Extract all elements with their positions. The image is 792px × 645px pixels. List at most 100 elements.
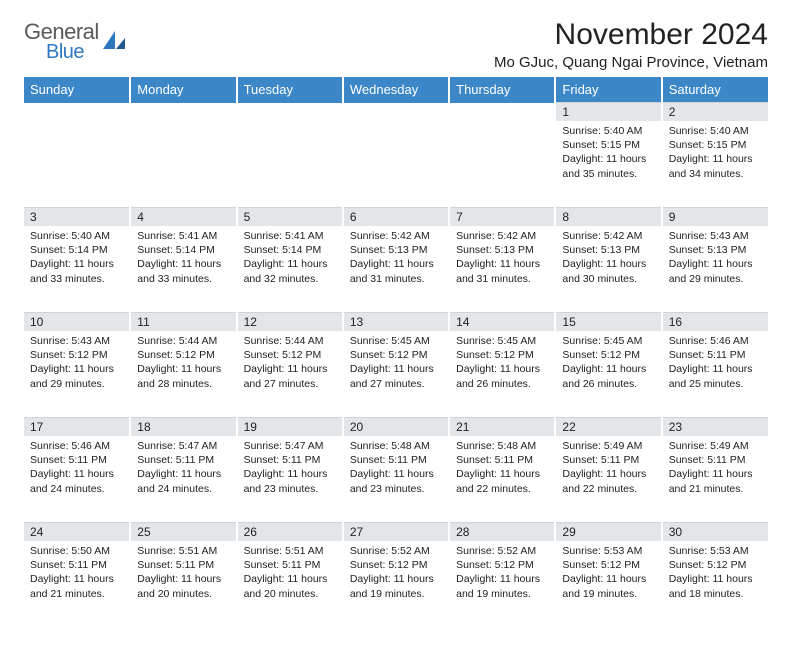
day-number: 16	[662, 313, 768, 332]
day-number: 17	[24, 418, 130, 437]
day-cell	[343, 121, 449, 208]
sunrise-text: Sunrise: 5:45 AM	[456, 334, 548, 348]
weekday-header: Tuesday	[237, 77, 343, 103]
sunset-text: Sunset: 5:13 PM	[350, 243, 442, 257]
logo-text: General Blue	[24, 22, 99, 62]
day-number: 10	[24, 313, 130, 332]
day-cell: Sunrise: 5:43 AMSunset: 5:13 PMDaylight:…	[662, 226, 768, 313]
sunrise-text: Sunrise: 5:40 AM	[562, 124, 654, 138]
day-cell: Sunrise: 5:53 AMSunset: 5:12 PMDaylight:…	[662, 541, 768, 627]
daylight-text: Daylight: 11 hours and 26 minutes.	[456, 362, 548, 390]
sunset-text: Sunset: 5:12 PM	[244, 348, 336, 362]
daylight-text: Daylight: 11 hours and 22 minutes.	[562, 467, 654, 495]
day-cell: Sunrise: 5:51 AMSunset: 5:11 PMDaylight:…	[237, 541, 343, 627]
daynum-row: 3456789	[24, 208, 768, 227]
sunset-text: Sunset: 5:13 PM	[669, 243, 762, 257]
day-cell: Sunrise: 5:49 AMSunset: 5:11 PMDaylight:…	[555, 436, 661, 523]
sunrise-text: Sunrise: 5:50 AM	[30, 544, 123, 558]
sunset-text: Sunset: 5:11 PM	[669, 453, 762, 467]
day-cell: Sunrise: 5:47 AMSunset: 5:11 PMDaylight:…	[237, 436, 343, 523]
weekday-header: Thursday	[449, 77, 555, 103]
day-cell: Sunrise: 5:40 AMSunset: 5:15 PMDaylight:…	[555, 121, 661, 208]
logo-blue-text: Blue	[46, 43, 84, 62]
weekday-header: Wednesday	[343, 77, 449, 103]
weekday-header: Monday	[130, 77, 236, 103]
sunrise-text: Sunrise: 5:48 AM	[350, 439, 442, 453]
sunset-text: Sunset: 5:11 PM	[137, 558, 229, 572]
sunset-text: Sunset: 5:11 PM	[562, 453, 654, 467]
day-cell: Sunrise: 5:45 AMSunset: 5:12 PMDaylight:…	[449, 331, 555, 418]
day-cell: Sunrise: 5:47 AMSunset: 5:11 PMDaylight:…	[130, 436, 236, 523]
sunset-text: Sunset: 5:12 PM	[669, 558, 762, 572]
daylight-text: Daylight: 11 hours and 33 minutes.	[30, 257, 123, 285]
day-number: 24	[24, 523, 130, 542]
sunset-text: Sunset: 5:14 PM	[244, 243, 336, 257]
daylight-text: Daylight: 11 hours and 28 minutes.	[137, 362, 229, 390]
sunset-text: Sunset: 5:11 PM	[350, 453, 442, 467]
location-text: Mo GJuc, Quang Ngai Province, Vietnam	[494, 54, 768, 71]
sunset-text: Sunset: 5:15 PM	[669, 138, 762, 152]
daynum-row: 10111213141516	[24, 313, 768, 332]
sunset-text: Sunset: 5:11 PM	[669, 348, 762, 362]
day-number: 15	[555, 313, 661, 332]
day-number: 13	[343, 313, 449, 332]
day-cell: Sunrise: 5:40 AMSunset: 5:14 PMDaylight:…	[24, 226, 130, 313]
daylight-text: Daylight: 11 hours and 24 minutes.	[137, 467, 229, 495]
day-number: 20	[343, 418, 449, 437]
month-title: November 2024	[494, 18, 768, 52]
weekday-header: Friday	[555, 77, 661, 103]
day-cell	[237, 121, 343, 208]
day-cell: Sunrise: 5:51 AMSunset: 5:11 PMDaylight:…	[130, 541, 236, 627]
weekday-header: Sunday	[24, 77, 130, 103]
sunrise-text: Sunrise: 5:43 AM	[669, 229, 762, 243]
day-cell: Sunrise: 5:46 AMSunset: 5:11 PMDaylight:…	[662, 331, 768, 418]
daylight-text: Daylight: 11 hours and 29 minutes.	[30, 362, 123, 390]
day-number: 11	[130, 313, 236, 332]
sunset-text: Sunset: 5:12 PM	[350, 558, 442, 572]
sunrise-text: Sunrise: 5:46 AM	[669, 334, 762, 348]
sunrise-text: Sunrise: 5:53 AM	[669, 544, 762, 558]
sunset-text: Sunset: 5:14 PM	[30, 243, 123, 257]
header-row: General Blue November 2024 Mo GJuc, Quan…	[24, 18, 768, 71]
day-number: 25	[130, 523, 236, 542]
day-number: 28	[449, 523, 555, 542]
sunrise-text: Sunrise: 5:42 AM	[350, 229, 442, 243]
daylight-text: Daylight: 11 hours and 32 minutes.	[244, 257, 336, 285]
day-cell: Sunrise: 5:52 AMSunset: 5:12 PMDaylight:…	[343, 541, 449, 627]
sunrise-text: Sunrise: 5:40 AM	[30, 229, 123, 243]
day-number: 4	[130, 208, 236, 227]
day-cell: Sunrise: 5:43 AMSunset: 5:12 PMDaylight:…	[24, 331, 130, 418]
day-cell: Sunrise: 5:42 AMSunset: 5:13 PMDaylight:…	[555, 226, 661, 313]
day-number: 22	[555, 418, 661, 437]
day-number: 9	[662, 208, 768, 227]
sunrise-text: Sunrise: 5:48 AM	[456, 439, 548, 453]
sunset-text: Sunset: 5:14 PM	[137, 243, 229, 257]
day-cell: Sunrise: 5:44 AMSunset: 5:12 PMDaylight:…	[237, 331, 343, 418]
weekday-header: Saturday	[662, 77, 768, 103]
day-cell: Sunrise: 5:48 AMSunset: 5:11 PMDaylight:…	[343, 436, 449, 523]
sunset-text: Sunset: 5:12 PM	[562, 558, 654, 572]
calendar-page: General Blue November 2024 Mo GJuc, Quan…	[0, 0, 792, 645]
day-number: 6	[343, 208, 449, 227]
day-cell: Sunrise: 5:50 AMSunset: 5:11 PMDaylight:…	[24, 541, 130, 627]
daylight-text: Daylight: 11 hours and 22 minutes.	[456, 467, 548, 495]
sunset-text: Sunset: 5:11 PM	[137, 453, 229, 467]
daylight-text: Daylight: 11 hours and 23 minutes.	[350, 467, 442, 495]
sunrise-text: Sunrise: 5:44 AM	[137, 334, 229, 348]
day-number	[449, 103, 555, 122]
day-number	[237, 103, 343, 122]
day-number: 8	[555, 208, 661, 227]
sunset-text: Sunset: 5:11 PM	[244, 558, 336, 572]
day-content-row: Sunrise: 5:46 AMSunset: 5:11 PMDaylight:…	[24, 436, 768, 523]
calendar-table: SundayMondayTuesdayWednesdayThursdayFrid…	[24, 77, 768, 627]
sunrise-text: Sunrise: 5:41 AM	[137, 229, 229, 243]
sunrise-text: Sunrise: 5:40 AM	[669, 124, 762, 138]
day-number: 2	[662, 103, 768, 122]
daylight-text: Daylight: 11 hours and 20 minutes.	[137, 572, 229, 600]
sunset-text: Sunset: 5:12 PM	[562, 348, 654, 362]
day-cell: Sunrise: 5:46 AMSunset: 5:11 PMDaylight:…	[24, 436, 130, 523]
daynum-row: 12	[24, 103, 768, 122]
day-number: 27	[343, 523, 449, 542]
daylight-text: Daylight: 11 hours and 31 minutes.	[350, 257, 442, 285]
day-content-row: Sunrise: 5:40 AMSunset: 5:14 PMDaylight:…	[24, 226, 768, 313]
